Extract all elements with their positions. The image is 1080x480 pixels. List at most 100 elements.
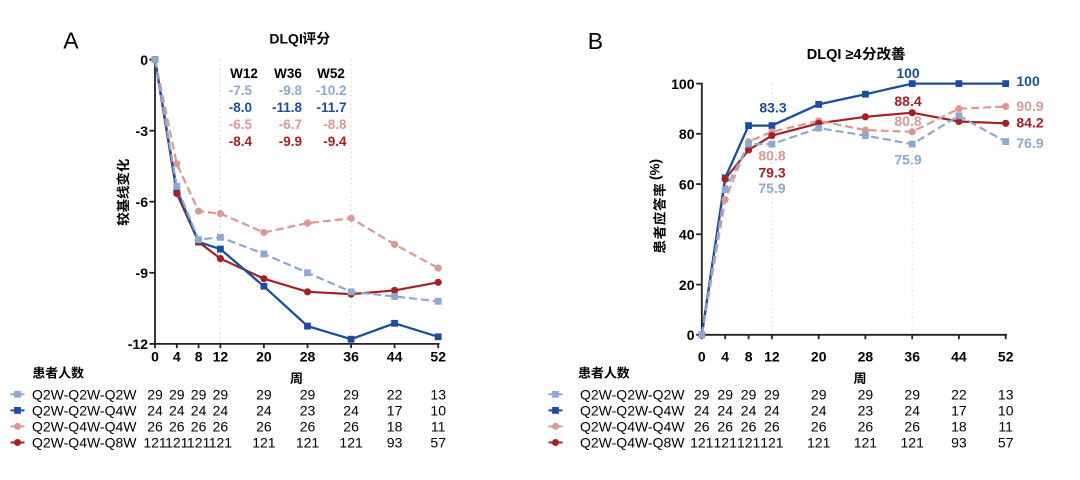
- svg-text:8: 8: [195, 349, 203, 365]
- svg-text:-11.8: -11.8: [272, 100, 303, 115]
- svg-text:Q2W-Q4W-Q4W: Q2W-Q4W-Q4W: [32, 419, 137, 435]
- svg-text:60: 60: [679, 176, 695, 192]
- svg-text:Q2W-Q4W-Q4W: Q2W-Q4W-Q4W: [580, 419, 685, 435]
- svg-text:121: 121: [901, 435, 925, 451]
- svg-text:Q2W-Q2W-Q4W: Q2W-Q2W-Q4W: [32, 403, 137, 419]
- svg-text:26: 26: [811, 419, 827, 435]
- svg-text:20: 20: [811, 349, 827, 365]
- svg-text:29: 29: [256, 387, 272, 403]
- svg-text:29: 29: [717, 387, 733, 403]
- svg-text:29: 29: [169, 387, 185, 403]
- svg-text:-7.5: -7.5: [229, 83, 253, 98]
- svg-text:13: 13: [430, 387, 446, 403]
- svg-text:26: 26: [694, 419, 710, 435]
- svg-text:93: 93: [387, 435, 403, 451]
- svg-text:121: 121: [165, 435, 189, 451]
- svg-text:Q2W-Q4W-Q8W: Q2W-Q4W-Q8W: [32, 435, 137, 451]
- svg-text:24: 24: [694, 403, 710, 419]
- svg-text:24: 24: [811, 403, 827, 419]
- svg-text:-10.2: -10.2: [316, 83, 347, 98]
- svg-text:121: 121: [209, 435, 233, 451]
- svg-text:90.9: 90.9: [1016, 98, 1043, 114]
- svg-text:24: 24: [343, 403, 359, 419]
- svg-text:0: 0: [687, 327, 695, 343]
- svg-text:100: 100: [671, 76, 695, 92]
- svg-text:17: 17: [387, 403, 403, 419]
- svg-text:79.3: 79.3: [758, 165, 785, 181]
- svg-text:DLQI: DLQI: [269, 31, 302, 47]
- svg-text:83.3: 83.3: [759, 100, 786, 116]
- svg-text:121: 121: [252, 435, 276, 451]
- svg-text:0: 0: [698, 349, 706, 365]
- svg-text:17: 17: [951, 403, 967, 419]
- svg-text:121: 121: [737, 435, 761, 451]
- svg-text:26: 26: [169, 419, 185, 435]
- svg-text:-3: -3: [136, 123, 149, 139]
- svg-text:121: 121: [296, 435, 320, 451]
- svg-text:24: 24: [717, 403, 733, 419]
- svg-text:121: 121: [760, 435, 784, 451]
- svg-text:36: 36: [343, 349, 359, 365]
- svg-text:18: 18: [951, 419, 967, 435]
- svg-text:121: 121: [187, 435, 211, 451]
- svg-text:8: 8: [745, 349, 753, 365]
- svg-text:Q2W-Q2W-Q2W: Q2W-Q2W-Q2W: [580, 387, 685, 403]
- svg-text:93: 93: [951, 435, 967, 451]
- svg-text:100: 100: [1016, 73, 1040, 89]
- svg-text:76.9: 76.9: [1016, 135, 1043, 151]
- svg-text:44: 44: [387, 349, 403, 365]
- svg-text:-12: -12: [128, 336, 148, 352]
- svg-text:57: 57: [430, 435, 446, 451]
- svg-text:20: 20: [256, 349, 272, 365]
- svg-text:26: 26: [904, 419, 920, 435]
- svg-text:-8.4: -8.4: [229, 134, 253, 149]
- svg-text:24: 24: [741, 403, 757, 419]
- svg-text:52: 52: [998, 349, 1014, 365]
- svg-text:11: 11: [998, 419, 1013, 435]
- svg-text:18: 18: [387, 419, 403, 435]
- svg-text:-6.5: -6.5: [229, 117, 253, 132]
- svg-text:13: 13: [998, 387, 1014, 403]
- svg-text:-9.9: -9.9: [279, 134, 302, 149]
- svg-text:A: A: [63, 28, 79, 54]
- svg-text:10: 10: [430, 403, 446, 419]
- svg-text:44: 44: [951, 349, 967, 365]
- svg-text:121: 121: [690, 435, 714, 451]
- svg-text:23: 23: [300, 403, 316, 419]
- svg-text:-8.0: -8.0: [229, 100, 252, 115]
- svg-text:24: 24: [764, 403, 780, 419]
- svg-text:0: 0: [140, 52, 148, 68]
- svg-text:28: 28: [858, 349, 874, 365]
- svg-text:29: 29: [764, 387, 780, 403]
- svg-text:26: 26: [256, 419, 272, 435]
- svg-text:22: 22: [951, 387, 967, 403]
- svg-text:40: 40: [679, 227, 695, 243]
- svg-text:(%): (%): [648, 159, 663, 180]
- svg-text:75.9: 75.9: [758, 180, 785, 196]
- svg-text:121: 121: [854, 435, 878, 451]
- svg-text:29: 29: [213, 387, 229, 403]
- svg-text:29: 29: [858, 387, 874, 403]
- svg-text:28: 28: [300, 349, 316, 365]
- svg-text:80.8: 80.8: [758, 148, 785, 164]
- svg-text:Q2W-Q2W-Q2W: Q2W-Q2W-Q2W: [32, 387, 137, 403]
- svg-text:57: 57: [998, 435, 1014, 451]
- svg-text:0: 0: [151, 349, 159, 365]
- svg-text:36: 36: [904, 349, 920, 365]
- svg-text:26: 26: [191, 419, 207, 435]
- svg-text:23: 23: [858, 403, 874, 419]
- svg-text:11: 11: [431, 419, 446, 435]
- svg-text:Q2W-Q4W-Q8W: Q2W-Q4W-Q8W: [580, 435, 685, 451]
- svg-text:-8.8: -8.8: [323, 117, 347, 132]
- svg-text:75.9: 75.9: [894, 152, 921, 168]
- svg-text:121: 121: [339, 435, 363, 451]
- svg-text:24: 24: [191, 403, 207, 419]
- svg-text:29: 29: [694, 387, 710, 403]
- svg-text:26: 26: [300, 419, 316, 435]
- svg-text:-9.4: -9.4: [323, 134, 347, 149]
- svg-text:29: 29: [811, 387, 827, 403]
- svg-text:29: 29: [343, 387, 359, 403]
- svg-text:-6.7: -6.7: [279, 117, 302, 132]
- svg-text:20: 20: [679, 277, 695, 293]
- svg-text:DLQI ≥4: DLQI ≥4: [807, 47, 862, 63]
